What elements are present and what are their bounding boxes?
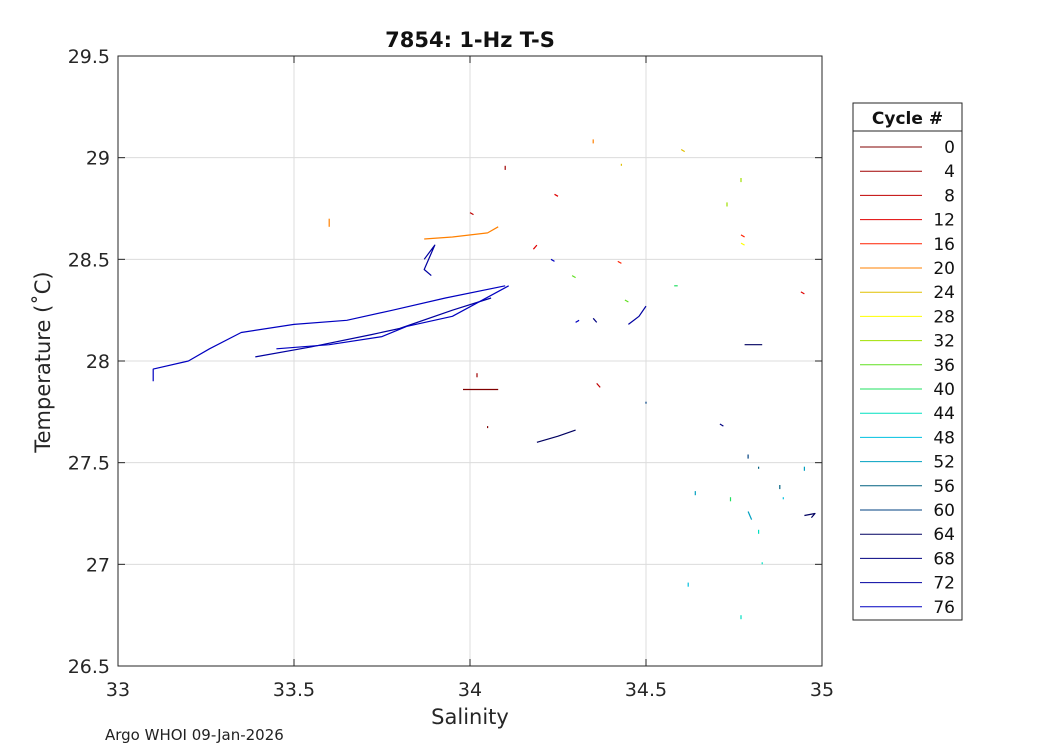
series-line xyxy=(152,285,506,382)
series-line xyxy=(624,299,629,303)
legend-label: 36 xyxy=(933,356,955,376)
series-cycle-24 xyxy=(620,148,686,166)
series-line xyxy=(575,319,580,323)
x-axis-label: Salinity xyxy=(431,705,509,729)
x-tick-label: 34.5 xyxy=(625,679,667,701)
y-tick-label: 26.5 xyxy=(68,656,110,678)
series-line xyxy=(747,511,753,520)
y-tick-label: 29 xyxy=(86,148,110,170)
series-line xyxy=(592,317,598,323)
legend: Cycle # 04812162024283236404448525660646… xyxy=(852,102,963,621)
legend-label: 4 xyxy=(944,162,955,182)
series-line xyxy=(554,193,559,197)
series-line xyxy=(617,260,622,264)
series-line xyxy=(276,285,509,350)
x-tick-label: 34 xyxy=(458,679,482,701)
grid-lines xyxy=(117,55,823,667)
footer-credit: Argo WHOI 09-Jan-2026 xyxy=(105,726,284,744)
x-tick-label: 33 xyxy=(106,679,130,701)
series-line xyxy=(719,423,724,427)
y-tick-label: 27.5 xyxy=(68,453,110,475)
chart-title: 7854: 1-Hz T-S xyxy=(385,28,555,52)
series-cycle-64 xyxy=(536,344,816,518)
series-cycle-76 xyxy=(152,258,580,382)
series-line xyxy=(550,258,555,262)
legend-label: 52 xyxy=(933,453,955,473)
series-line xyxy=(740,234,745,238)
legend-label: 40 xyxy=(933,380,955,400)
y-axis: 26.5 27 27.5 28 28.5 29 29.5 xyxy=(68,46,822,678)
legend-label: 8 xyxy=(944,186,955,206)
legend-label: 28 xyxy=(933,307,955,327)
legend-label: 32 xyxy=(933,332,955,352)
series-line xyxy=(596,383,601,388)
series-cycle-16 xyxy=(617,234,745,264)
series-cycle-60 xyxy=(645,401,749,459)
series-line xyxy=(255,297,492,358)
series-cycle-20 xyxy=(328,139,594,240)
y-tick-label: 27 xyxy=(86,554,110,576)
series-cycle-0 xyxy=(463,388,499,429)
legend-label: 72 xyxy=(933,574,955,594)
series-cycle-56 xyxy=(757,466,781,490)
series-line xyxy=(800,291,805,295)
series-line xyxy=(680,148,686,153)
legend-label: 68 xyxy=(933,549,955,569)
legend-label: 56 xyxy=(933,477,955,497)
series-line xyxy=(571,275,576,279)
series-cycle-72 xyxy=(255,244,647,358)
series-cycle-32 xyxy=(726,178,742,207)
series-cycle-8 xyxy=(469,212,601,388)
series-line xyxy=(628,305,647,325)
x-axis: 33 33.5 34 34.5 35 xyxy=(106,56,834,701)
series-line xyxy=(740,242,745,246)
x-tick-label: 35 xyxy=(810,679,834,701)
legend-label: 44 xyxy=(933,404,955,424)
legend-label: 64 xyxy=(933,525,955,545)
series-line xyxy=(804,512,816,518)
legend-title: Cycle # xyxy=(872,109,943,129)
legend-label: 0 xyxy=(944,138,955,158)
y-tick-label: 28 xyxy=(86,351,110,373)
y-axis-label: Temperature (˚C) xyxy=(31,271,55,453)
series-line xyxy=(423,244,436,277)
series-line xyxy=(469,212,474,216)
x-tick-label: 33.5 xyxy=(273,679,315,701)
series-line xyxy=(536,429,576,443)
legend-label: 76 xyxy=(933,598,955,618)
series-cycle-44 xyxy=(740,529,763,620)
series-cycle-40 xyxy=(674,285,732,502)
series-cycle-36 xyxy=(571,275,629,303)
series-layer xyxy=(152,139,816,620)
series-cycle-12 xyxy=(532,193,805,295)
legend-label: 16 xyxy=(933,235,955,255)
series-cycle-52 xyxy=(694,466,806,520)
series-line xyxy=(424,226,499,240)
y-tick-label: 28.5 xyxy=(68,249,110,271)
legend-label: 24 xyxy=(933,283,955,303)
y-tick-label: 29.5 xyxy=(68,46,110,68)
legend-label: 48 xyxy=(933,428,955,448)
series-line xyxy=(532,244,538,250)
legend-label: 60 xyxy=(933,501,955,521)
series-cycle-4 xyxy=(476,165,506,378)
series-cycle-28 xyxy=(740,242,745,246)
legend-label: 20 xyxy=(933,259,955,279)
series-cycle-68 xyxy=(592,317,724,427)
legend-label: 12 xyxy=(933,211,955,231)
series-cycle-48 xyxy=(687,497,784,587)
